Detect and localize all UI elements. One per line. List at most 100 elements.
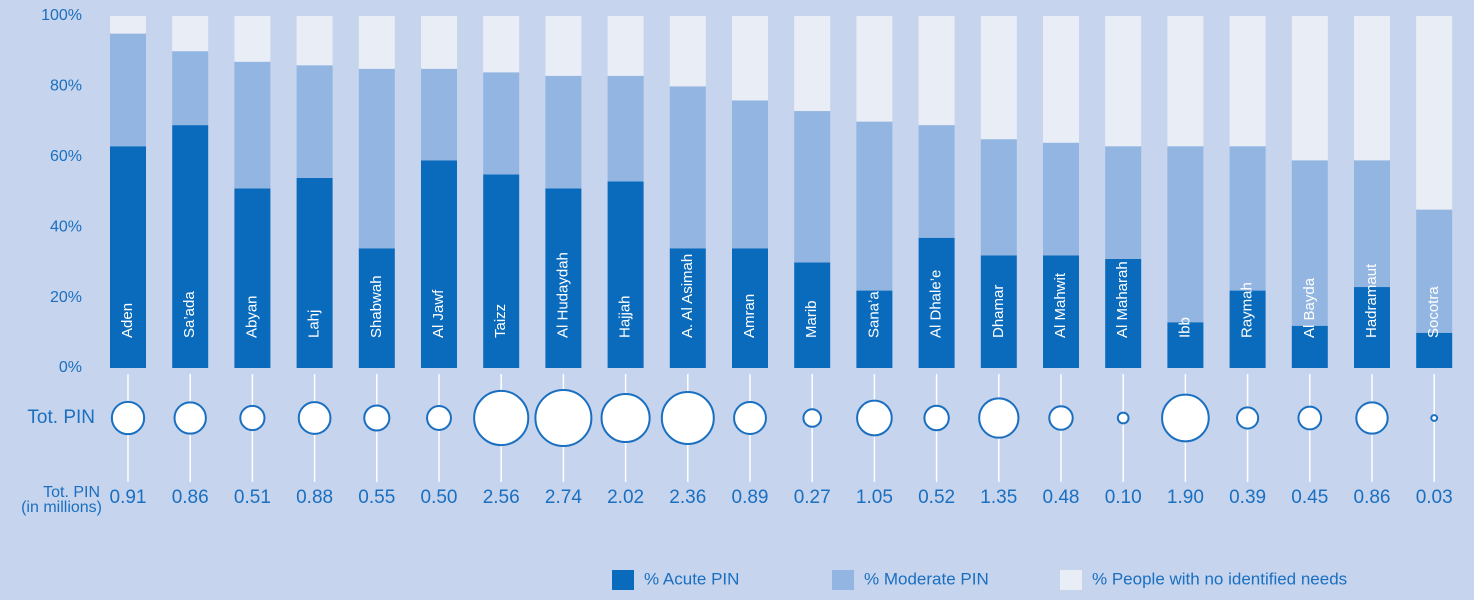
pin-value-label: 0.86 bbox=[172, 487, 209, 508]
pin-value-label: 0.89 bbox=[732, 487, 769, 508]
bar-segment bbox=[1043, 16, 1079, 143]
category-label: Al Jawf bbox=[430, 289, 447, 338]
category-label: Sa’ada bbox=[181, 291, 198, 338]
pin-bubble bbox=[426, 405, 452, 431]
y-tick-label: 40% bbox=[50, 218, 82, 235]
bar-segment bbox=[483, 16, 520, 73]
bar-segment bbox=[234, 188, 271, 368]
category-label: Al Bayda bbox=[1301, 277, 1318, 338]
bar-segment bbox=[172, 51, 209, 126]
bar-segment bbox=[1229, 146, 1266, 291]
pin-value-label: 0.52 bbox=[918, 487, 955, 508]
bar-segment bbox=[1105, 16, 1142, 147]
bar-segment bbox=[421, 16, 457, 69]
pin-bubble bbox=[802, 408, 822, 428]
bar-segment bbox=[980, 255, 1017, 368]
category-label: Aden bbox=[119, 303, 136, 338]
pin-bubble bbox=[173, 401, 207, 435]
bar-segment bbox=[1167, 16, 1204, 147]
bar-segment bbox=[856, 16, 893, 122]
pin-value-label: 0.88 bbox=[296, 487, 333, 508]
bar-segment bbox=[732, 16, 768, 101]
category-label: Hadramaut bbox=[1363, 263, 1380, 338]
bar-segment bbox=[545, 188, 582, 368]
bar-segment bbox=[1229, 290, 1266, 368]
bar-segment bbox=[669, 86, 706, 249]
category-label: Hajjah bbox=[617, 295, 634, 338]
legend-swatch bbox=[832, 570, 854, 590]
bar-segment bbox=[172, 125, 209, 369]
pin-value-label: 0.48 bbox=[1043, 487, 1080, 508]
y-tick-label: 80% bbox=[50, 78, 82, 95]
bar-segment bbox=[607, 16, 644, 76]
pin-value-label: 0.10 bbox=[1105, 487, 1142, 508]
pin-value-label: 2.36 bbox=[669, 487, 706, 508]
bar-segment bbox=[732, 100, 768, 249]
bar-segment bbox=[296, 177, 333, 368]
bar-segment bbox=[918, 237, 955, 368]
bar-segment bbox=[1354, 160, 1390, 288]
category-label: Al Maharah bbox=[1114, 261, 1131, 338]
bar-segment bbox=[1354, 16, 1390, 161]
pin-value-label: 0.91 bbox=[110, 487, 147, 508]
bar-segment bbox=[918, 16, 955, 126]
pin-bubble bbox=[1355, 401, 1389, 435]
legend-swatch bbox=[612, 570, 634, 590]
pin-bubble bbox=[110, 400, 146, 436]
pin-bubble bbox=[239, 404, 266, 432]
pin-bubble bbox=[473, 389, 530, 447]
category-label: Sana’a bbox=[865, 291, 882, 338]
bar-segment bbox=[669, 16, 706, 87]
pin-value-label: 2.74 bbox=[545, 487, 582, 508]
y-tick-label: 20% bbox=[50, 289, 82, 306]
bar-segment bbox=[732, 248, 768, 368]
bar-segment bbox=[1167, 322, 1204, 368]
bar-segment bbox=[1043, 142, 1079, 256]
bar-segment bbox=[545, 75, 582, 189]
bar-segment bbox=[856, 290, 893, 368]
bar-segment bbox=[980, 16, 1017, 140]
y-tick-label: 0% bbox=[59, 359, 82, 376]
pin-value-label: 2.56 bbox=[483, 487, 520, 508]
category-label: Al Dhale’e bbox=[928, 270, 945, 338]
legend-swatch bbox=[1060, 570, 1082, 590]
bar-segment bbox=[1416, 209, 1453, 333]
bar-segment bbox=[1291, 160, 1328, 326]
bar-segment bbox=[1291, 16, 1328, 161]
pin-axis-label: Tot. PIN bbox=[43, 484, 100, 501]
category-label: Amran bbox=[741, 294, 758, 338]
pin-value-label: 1.35 bbox=[980, 487, 1017, 508]
bar-segment bbox=[980, 139, 1017, 256]
category-label: Al Hudaydah bbox=[554, 252, 571, 338]
bar-segment bbox=[794, 111, 831, 263]
bar-segment bbox=[234, 16, 271, 62]
bar-segment bbox=[918, 125, 955, 238]
pin-value-label: 0.86 bbox=[1354, 487, 1391, 508]
category-label: Ibb bbox=[1176, 317, 1193, 338]
bar-segment bbox=[607, 181, 644, 368]
pin-value-label: 1.90 bbox=[1167, 487, 1204, 508]
pin-bubble bbox=[1430, 414, 1439, 422]
bar-segment bbox=[545, 16, 582, 76]
bar-segment bbox=[794, 262, 831, 368]
bar-segment bbox=[1291, 325, 1328, 368]
bar-segment bbox=[483, 72, 520, 175]
bar-segment bbox=[358, 248, 395, 368]
bar-segment bbox=[110, 146, 146, 368]
bar-segment bbox=[296, 65, 333, 178]
bar-segment bbox=[1354, 287, 1390, 368]
bar-segment bbox=[110, 16, 146, 34]
bar-segment bbox=[1043, 255, 1079, 368]
bar-segment bbox=[110, 33, 146, 147]
pin-bubble bbox=[1116, 411, 1130, 425]
category-label: A. Al Asimah bbox=[679, 254, 696, 338]
pin-bubble bbox=[1161, 393, 1210, 443]
pin-value-label: 0.45 bbox=[1291, 487, 1328, 508]
pin-value-label: 2.02 bbox=[607, 487, 644, 508]
pin-value-label: 0.39 bbox=[1229, 487, 1266, 508]
category-label: Taizz bbox=[492, 304, 509, 338]
pin-bubble bbox=[1236, 406, 1260, 430]
bar-segment bbox=[234, 61, 271, 189]
bar-segment bbox=[794, 16, 831, 112]
